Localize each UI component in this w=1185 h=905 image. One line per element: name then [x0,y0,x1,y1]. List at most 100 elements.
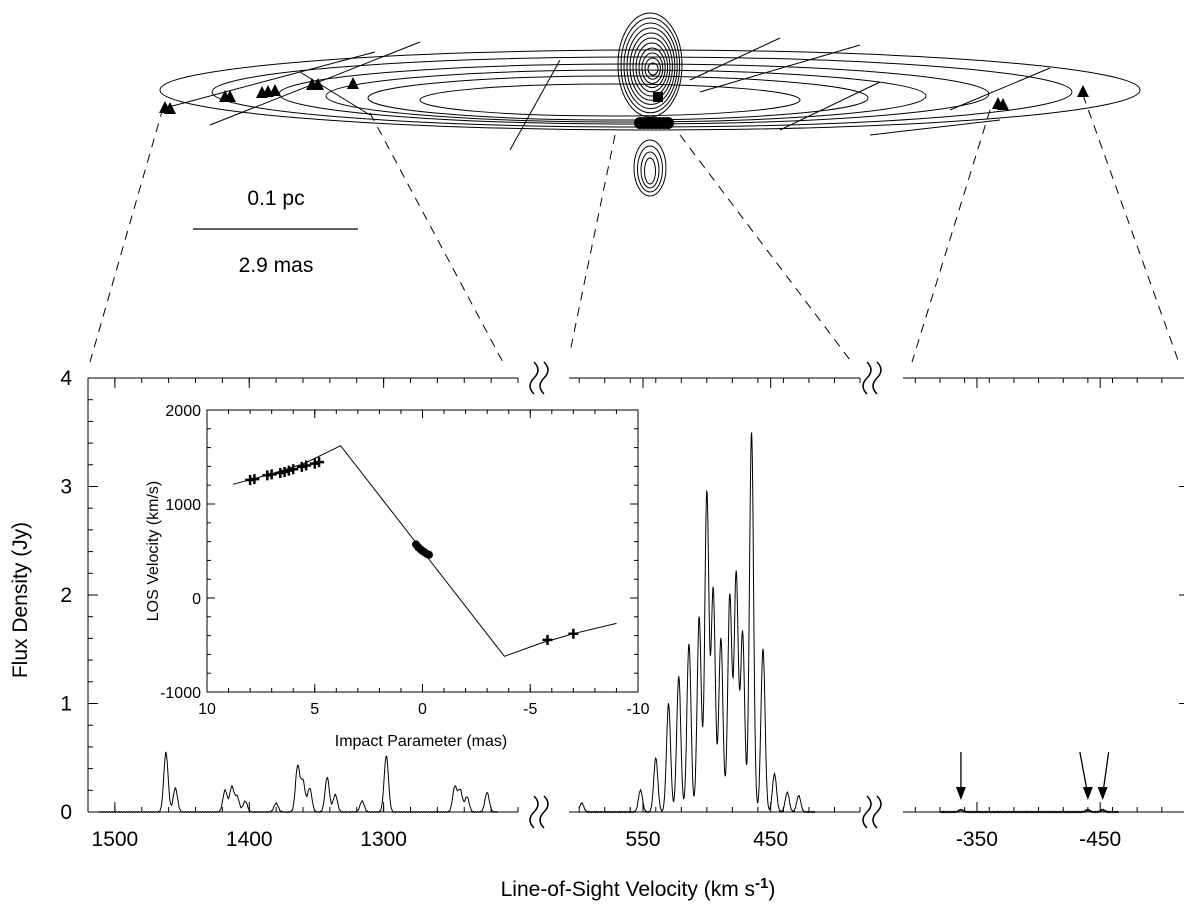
x-axis-label-sup: -1 [755,875,768,892]
inset-y-tick-label: 2000 [165,403,201,420]
zoom-connector-line [89,107,164,363]
jet-contour [647,62,659,76]
inset-blue-point [542,634,553,645]
disk-maser-marker [269,84,281,96]
inset-blue-point [568,628,579,639]
inset-red-point [288,464,299,475]
zoom-connector-line [1082,94,1179,361]
inset-red-point [314,457,325,468]
axis-break-mark [862,361,872,395]
jet-contour [638,47,666,89]
spectrum-line [578,432,816,814]
disk-spoke [699,44,861,93]
x-tick-label: -350 [956,828,998,851]
scale-bar-bottom-label: 2.9 mas [239,254,314,277]
jet-contour [633,139,667,197]
axis-break-mark [872,795,882,829]
x-axis-label: Line-of-Sight Velocity (km s-1) [501,875,776,901]
inset-red-point [249,474,260,485]
y-axis-label: Flux Density (Jy) [9,522,32,678]
y-tick-label: 4 [60,367,72,390]
scale-bar: 0.1 pc 2.9 mas [193,187,358,277]
scale-bar-top-label: 0.1 pc [247,187,304,210]
disk-maser-marker [997,98,1009,110]
axis-break-mark [529,361,539,395]
spectrum-line [939,808,1120,814]
inset-x-tick-label: 5 [310,701,319,718]
high-velocity-arrowhead [1082,787,1093,800]
zoom-connectors [89,94,1179,367]
disk-spoke [164,51,376,109]
disk-maser-marker [312,78,324,90]
y-tick-label: 3 [60,476,72,499]
disk-ring [159,49,1141,131]
disk-ring [325,69,927,123]
high-velocity-arrowhead [955,787,966,800]
jet-contour [644,157,656,185]
jet-contour [626,27,676,105]
jet-contour [632,37,671,97]
inset-red-point [266,469,277,480]
y-tick-label: 2 [60,584,72,607]
disk-spoke [299,71,371,116]
x-axis-label-main: Line-of-Sight Velocity (km s [501,878,755,901]
disk-ring [419,83,801,117]
zoom-connector-line [679,134,851,361]
jet-contour [635,42,669,93]
spectrum-panel-blueshifted: -350 -450 [903,377,1184,851]
spectrum-panel-systemic: 550 450 [569,377,861,851]
axis-breaks [529,361,882,829]
inset-x-tick-label: -5 [523,701,537,718]
jet-contour [644,57,661,80]
disk-ring [367,75,869,121]
zoom-connector-line [911,109,991,363]
flux-y-axis: 0 1 2 3 4 [60,367,98,824]
axis-break-mark [872,361,882,395]
axis-break-mark [862,795,872,829]
x-tick-label: 1300 [360,828,407,851]
disk-maser-marker [662,117,674,129]
spectrum-panel-redshifted: 1500 1400 1300 [87,377,519,851]
inset-x-tick-label: -10 [626,701,649,718]
inset-y-tick-label: -1000 [160,685,201,702]
disk-spoke [689,37,781,81]
jet-contour [617,12,683,118]
x-tick-label: 550 [626,828,661,851]
maser-disk-diagram [159,12,1141,197]
disk-spoke [869,119,1001,136]
y-tick-label: 0 [60,801,72,824]
disk-maser-marker [224,90,236,102]
disk-maser-marker [164,102,176,114]
jet-contour [629,32,673,101]
jet-contour [641,52,664,84]
inset-y-tick-label: 1000 [165,497,201,514]
inset-y-label: LOS Velocity (km/s) [145,481,162,621]
disk-spoke [779,81,881,131]
disk-spoke [509,59,561,151]
jet-contour [623,22,678,110]
disk-maser-marker [1077,85,1089,97]
inset-x-tick-label: 0 [418,701,427,718]
spectrum-panels: 1500 1400 1300 550 450 -350 -450 [87,377,1184,851]
axis-break-mark [539,361,549,395]
jet-contour [637,145,663,193]
disk-maser-marker [653,92,663,102]
inset-x-tick-label: 10 [198,701,216,718]
zoom-connector-line [569,134,616,353]
disk-maser-marker [347,77,359,89]
axis-break-mark [539,795,549,829]
inset-systemic-point [424,550,433,559]
jet-contour [620,17,681,114]
x-tick-label: -450 [1079,828,1121,851]
inset-y-tick-label: 0 [192,591,201,608]
y-tick-label: 1 [60,693,72,716]
high-velocity-arrowhead [1097,787,1108,800]
spectrum-line [98,751,499,814]
x-tick-label: 450 [753,828,788,851]
inset-rotation-curve: Impact Parameter (mas) LOS Velocity (km/… [145,403,650,750]
disk-spoke [949,67,1051,111]
inset-red-point [301,460,312,471]
disk-spoke [209,41,421,126]
x-axis-label-end: ) [768,878,775,901]
